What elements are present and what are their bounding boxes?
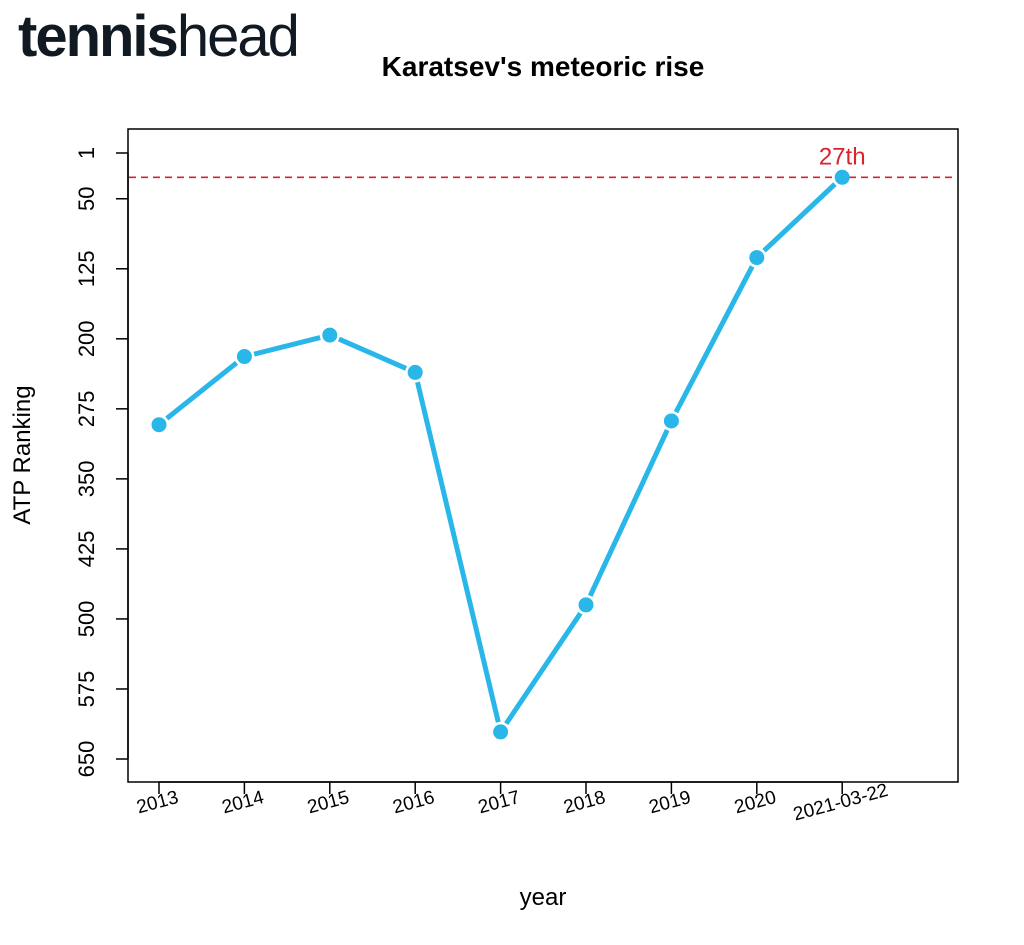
data-point-2014	[236, 349, 252, 365]
y-tick-label-575: 575	[74, 671, 99, 708]
series-segment-2016	[415, 381, 501, 723]
data-point-2018	[578, 597, 594, 613]
logo-part-2: head	[176, 4, 300, 69]
y-tick-label-425: 425	[74, 531, 99, 568]
y-tick-label-275: 275	[74, 390, 99, 427]
data-point-2021-03-22	[834, 169, 850, 185]
series-segment-2013	[165, 360, 239, 421]
data-point-2016	[407, 364, 423, 380]
reference-label: 27th	[819, 143, 866, 170]
logo-part-1: tennis	[18, 4, 179, 69]
x-tick-label-2015: 2015	[305, 787, 351, 818]
x-axis-label: year	[520, 884, 567, 911]
x-tick-label-2019: 2019	[647, 787, 693, 818]
x-tick-label-2020: 2020	[732, 787, 778, 818]
x-tick-label-2014: 2014	[220, 787, 267, 818]
series-segment-2015	[337, 336, 408, 371]
tennishead-logo: tennishead	[18, 8, 300, 66]
y-tick-label-1: 1	[74, 147, 99, 159]
y-tick-label-50: 50	[74, 187, 99, 211]
plot-frame	[127, 128, 959, 783]
data-point-2017	[493, 724, 509, 740]
series-segment-2018	[587, 429, 670, 597]
y-tick-label-350: 350	[74, 461, 99, 498]
x-tick-label-2013: 2013	[134, 787, 180, 818]
y-tick-label-200: 200	[74, 320, 99, 357]
y-tick-label-500: 500	[74, 601, 99, 638]
y-tick-label-125: 125	[74, 250, 99, 287]
series-segment-2017	[504, 611, 583, 726]
chart-title: Karatsev's meteoric rise	[382, 51, 705, 82]
data-point-2019	[663, 413, 679, 429]
x-tick-label-2016: 2016	[391, 787, 437, 818]
data-point-2013	[151, 417, 167, 433]
x-tick-label-2021-03-22: 2021-03-22	[791, 780, 890, 825]
x-tick-label-2018: 2018	[561, 787, 607, 818]
series-segment-2014	[253, 335, 321, 357]
y-tick-label-650: 650	[74, 741, 99, 778]
series-segment-2020	[762, 182, 837, 253]
data-point-2020	[749, 250, 765, 266]
data-point-2015	[322, 327, 338, 343]
y-axis-label: ATP Ranking	[9, 385, 36, 524]
series-segment-2019	[673, 265, 755, 414]
x-tick-label-2017: 2017	[476, 787, 522, 818]
